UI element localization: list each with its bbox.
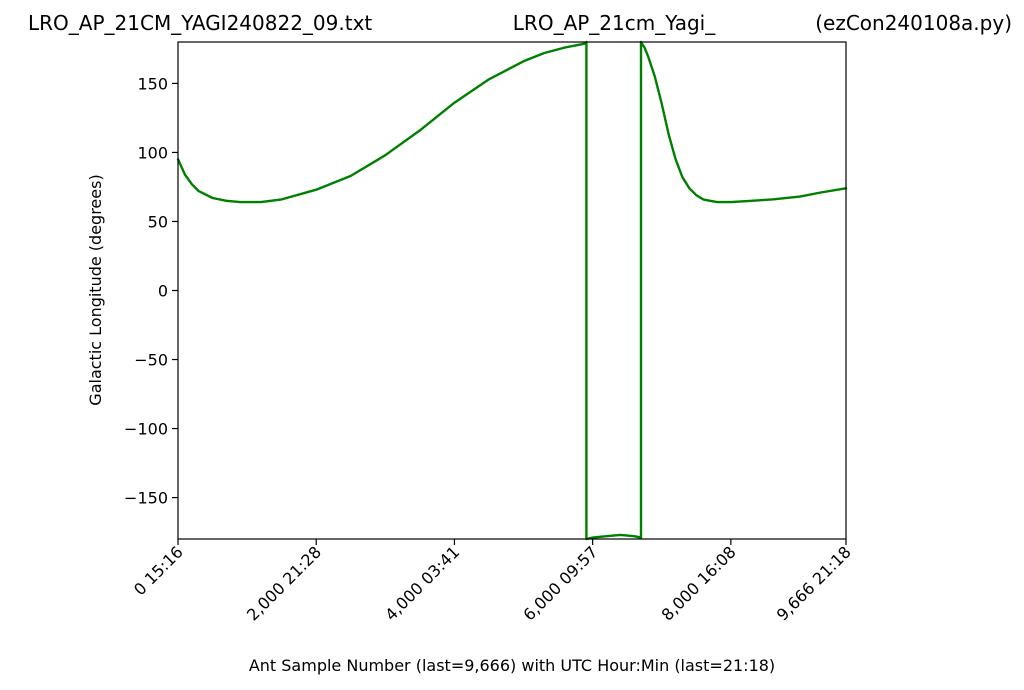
- y-tick-label: 0: [158, 282, 168, 301]
- data-layer: [176, 40, 848, 541]
- x-tick-label: 6,000 09:57: [519, 542, 601, 624]
- y-tick-label: −100: [124, 420, 168, 439]
- y-tick-label: 50: [148, 212, 168, 231]
- y-tick-label: −50: [134, 351, 168, 370]
- chart-title-center: LRO_AP_21cm_Yagi_: [513, 11, 716, 35]
- plot-frame: [177, 41, 847, 540]
- series-line: [176, 40, 848, 541]
- x-axis-ticks: 0 15:16 2,000 21:28 4,000 03:41 6,000 09:57…: [130, 539, 855, 624]
- x-tick-label: 2,000 21:28: [243, 542, 325, 624]
- x-axis-label: Ant Sample Number (last=9,666) with UTC …: [249, 656, 775, 675]
- x-tick-label: 8,000 16:08: [658, 542, 740, 624]
- x-tick-label: 4,000 03:41: [381, 542, 463, 624]
- y-tick-label: −150: [124, 489, 168, 508]
- x-tick-label: 0 15:16: [130, 542, 187, 599]
- x-tick-label: 9,666 21:18: [773, 542, 855, 624]
- chart-title-right: (ezCon240108a.py): [815, 11, 1012, 35]
- chart-title-left: LRO_AP_21CM_YAGI240822_09.txt: [28, 11, 372, 35]
- y-tick-label: 100: [137, 143, 168, 162]
- y-tick-label: 150: [137, 74, 168, 93]
- y-axis-ticks: 150 100 50 0 −50 −100 −150: [124, 74, 178, 508]
- y-axis-label: Galactic Longitude (degrees): [86, 174, 105, 405]
